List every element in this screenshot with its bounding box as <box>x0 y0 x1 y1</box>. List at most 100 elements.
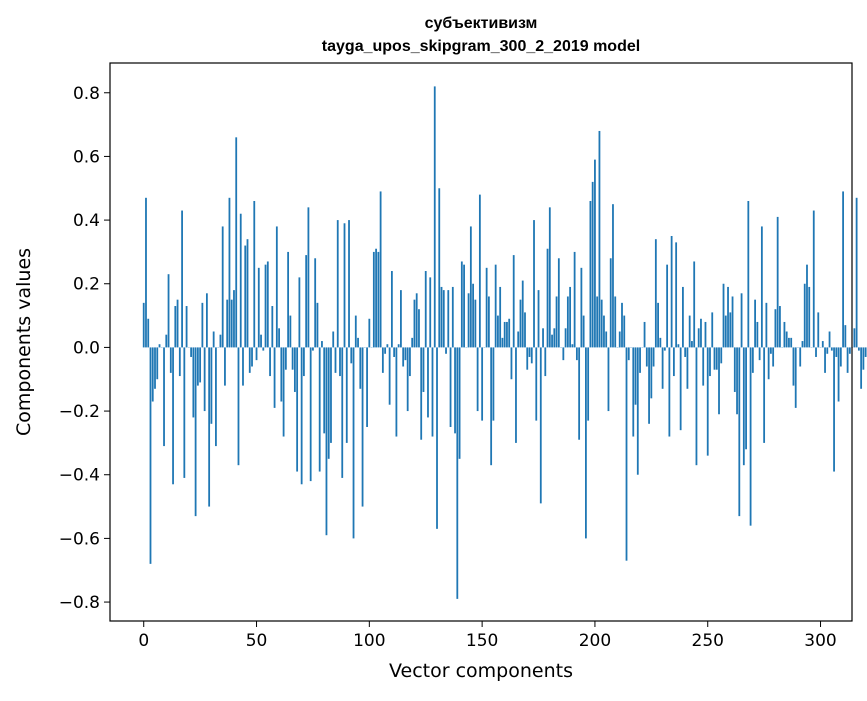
bar <box>786 332 788 348</box>
bar <box>775 309 777 347</box>
bar <box>459 347 461 458</box>
bar <box>804 284 806 348</box>
bar <box>808 287 810 347</box>
bar <box>416 293 418 347</box>
bar <box>238 347 240 465</box>
bar <box>844 325 846 347</box>
bar <box>777 217 779 348</box>
bar <box>486 268 488 348</box>
bar <box>768 347 770 379</box>
bar <box>549 207 551 347</box>
bar <box>668 347 670 436</box>
bar <box>165 335 167 348</box>
bar <box>326 347 328 535</box>
bar <box>716 347 718 369</box>
bar <box>511 347 513 379</box>
bar <box>213 332 215 348</box>
bar <box>729 312 731 347</box>
bar <box>835 347 837 357</box>
bar <box>632 347 634 436</box>
bar <box>562 347 564 360</box>
bar <box>765 303 767 348</box>
bar <box>298 277 300 347</box>
bar <box>603 316 605 348</box>
bar <box>283 347 285 436</box>
y-tick-label: −0.6 <box>59 529 100 549</box>
bar <box>396 347 398 436</box>
bar <box>831 347 833 350</box>
bar <box>815 347 817 357</box>
bar <box>790 338 792 348</box>
bar <box>251 347 253 366</box>
bar <box>454 347 456 433</box>
bar <box>752 347 754 372</box>
bar <box>183 347 185 478</box>
bar <box>493 347 495 420</box>
bar <box>267 261 269 347</box>
bar <box>653 347 655 366</box>
bar <box>793 347 795 385</box>
bar <box>628 347 630 360</box>
bar <box>289 316 291 348</box>
x-tick-label: 300 <box>804 631 836 651</box>
bar <box>382 347 384 372</box>
bar <box>258 268 260 348</box>
bar <box>689 316 691 348</box>
bar <box>684 347 686 357</box>
bar <box>310 347 312 481</box>
bar <box>671 236 673 347</box>
bar <box>592 182 594 348</box>
bar <box>407 347 409 411</box>
bar <box>447 290 449 347</box>
bar <box>614 296 616 347</box>
y-tick-label: 0.0 <box>73 338 100 358</box>
bar <box>664 347 666 350</box>
bar <box>693 261 695 347</box>
bar <box>294 347 296 392</box>
bar <box>858 347 860 350</box>
bar <box>657 303 659 348</box>
bar <box>450 347 452 427</box>
bar <box>285 347 287 369</box>
bar <box>522 281 524 348</box>
bar <box>429 277 431 347</box>
bar <box>862 347 864 369</box>
bar <box>156 347 158 379</box>
bar <box>292 347 294 369</box>
bar <box>468 293 470 347</box>
bar <box>152 347 154 401</box>
bar <box>179 347 181 376</box>
bar <box>619 332 621 348</box>
bar <box>650 347 652 398</box>
bar <box>377 252 379 347</box>
bar <box>409 347 411 376</box>
x-tick-label: 250 <box>692 631 724 651</box>
bar <box>533 220 535 347</box>
bar <box>366 347 368 427</box>
bar <box>224 347 226 385</box>
bar <box>432 347 434 436</box>
bar <box>678 344 680 347</box>
bar <box>700 319 702 348</box>
bar <box>398 344 400 347</box>
bar <box>569 287 571 347</box>
bar <box>312 347 314 350</box>
bar <box>206 293 208 347</box>
bar <box>734 347 736 392</box>
bar <box>253 201 255 347</box>
bar <box>344 223 346 347</box>
bar <box>675 242 677 347</box>
chart-title: субъективизм <box>425 15 538 32</box>
bar <box>296 347 298 471</box>
bar <box>150 347 152 563</box>
bar <box>853 328 855 347</box>
bar <box>420 347 422 439</box>
bar <box>474 300 476 348</box>
bar <box>799 347 801 366</box>
bar <box>571 344 573 347</box>
y-tick-label: −0.8 <box>59 593 100 613</box>
bar <box>441 287 443 347</box>
bar <box>594 160 596 348</box>
bar <box>305 255 307 347</box>
bar <box>714 347 716 369</box>
